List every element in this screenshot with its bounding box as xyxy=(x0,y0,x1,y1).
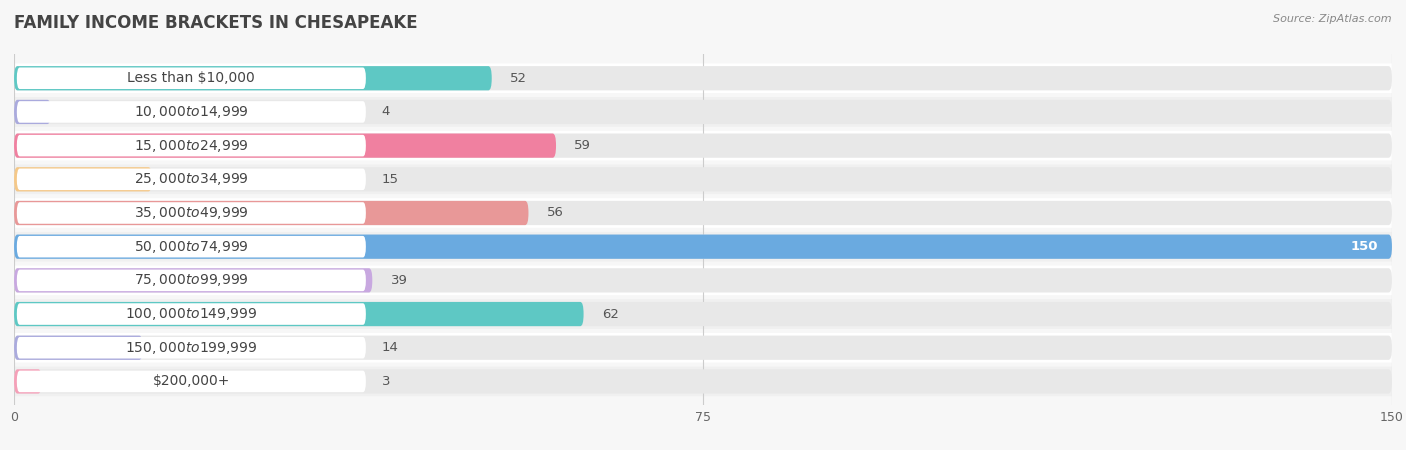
FancyBboxPatch shape xyxy=(14,369,42,394)
Text: 150: 150 xyxy=(1351,240,1378,253)
Text: 52: 52 xyxy=(510,72,527,85)
FancyBboxPatch shape xyxy=(17,202,366,224)
FancyBboxPatch shape xyxy=(17,169,366,190)
FancyBboxPatch shape xyxy=(17,303,366,325)
FancyBboxPatch shape xyxy=(17,135,366,157)
FancyBboxPatch shape xyxy=(14,268,1392,292)
FancyBboxPatch shape xyxy=(17,270,366,291)
FancyBboxPatch shape xyxy=(14,201,529,225)
Text: 3: 3 xyxy=(381,375,389,388)
Text: 56: 56 xyxy=(547,207,564,220)
Text: $50,000 to $74,999: $50,000 to $74,999 xyxy=(134,238,249,255)
FancyBboxPatch shape xyxy=(14,100,1392,124)
FancyBboxPatch shape xyxy=(14,266,1392,295)
FancyBboxPatch shape xyxy=(14,333,1392,363)
FancyBboxPatch shape xyxy=(14,165,1392,194)
Text: 15: 15 xyxy=(381,173,398,186)
FancyBboxPatch shape xyxy=(14,234,1392,259)
FancyBboxPatch shape xyxy=(14,100,51,124)
Text: 62: 62 xyxy=(602,307,619,320)
FancyBboxPatch shape xyxy=(14,167,1392,191)
Text: $100,000 to $149,999: $100,000 to $149,999 xyxy=(125,306,257,322)
Text: $200,000+: $200,000+ xyxy=(153,374,231,388)
FancyBboxPatch shape xyxy=(14,268,373,292)
Text: $35,000 to $49,999: $35,000 to $49,999 xyxy=(134,205,249,221)
Text: 4: 4 xyxy=(381,105,389,118)
FancyBboxPatch shape xyxy=(14,63,1392,93)
FancyBboxPatch shape xyxy=(14,369,1392,394)
Text: $150,000 to $199,999: $150,000 to $199,999 xyxy=(125,340,257,356)
Text: 59: 59 xyxy=(575,139,592,152)
Text: Less than $10,000: Less than $10,000 xyxy=(128,71,256,85)
FancyBboxPatch shape xyxy=(17,371,366,392)
FancyBboxPatch shape xyxy=(17,337,366,359)
FancyBboxPatch shape xyxy=(14,367,1392,396)
FancyBboxPatch shape xyxy=(14,97,1392,127)
FancyBboxPatch shape xyxy=(14,302,583,326)
FancyBboxPatch shape xyxy=(17,68,366,89)
FancyBboxPatch shape xyxy=(14,336,142,360)
FancyBboxPatch shape xyxy=(14,134,555,158)
Text: $10,000 to $14,999: $10,000 to $14,999 xyxy=(134,104,249,120)
FancyBboxPatch shape xyxy=(17,236,366,257)
FancyBboxPatch shape xyxy=(14,201,1392,225)
Text: $75,000 to $99,999: $75,000 to $99,999 xyxy=(134,272,249,288)
FancyBboxPatch shape xyxy=(14,66,1392,90)
FancyBboxPatch shape xyxy=(14,232,1392,261)
FancyBboxPatch shape xyxy=(14,302,1392,326)
Text: 14: 14 xyxy=(381,341,398,354)
Text: Source: ZipAtlas.com: Source: ZipAtlas.com xyxy=(1274,14,1392,23)
FancyBboxPatch shape xyxy=(14,198,1392,228)
FancyBboxPatch shape xyxy=(14,234,1392,259)
FancyBboxPatch shape xyxy=(14,167,152,191)
FancyBboxPatch shape xyxy=(14,299,1392,329)
FancyBboxPatch shape xyxy=(14,66,492,90)
FancyBboxPatch shape xyxy=(14,134,1392,158)
FancyBboxPatch shape xyxy=(14,336,1392,360)
FancyBboxPatch shape xyxy=(17,101,366,123)
FancyBboxPatch shape xyxy=(14,131,1392,161)
Text: FAMILY INCOME BRACKETS IN CHESAPEAKE: FAMILY INCOME BRACKETS IN CHESAPEAKE xyxy=(14,14,418,32)
Text: $15,000 to $24,999: $15,000 to $24,999 xyxy=(134,138,249,153)
Text: 39: 39 xyxy=(391,274,408,287)
Text: $25,000 to $34,999: $25,000 to $34,999 xyxy=(134,171,249,187)
